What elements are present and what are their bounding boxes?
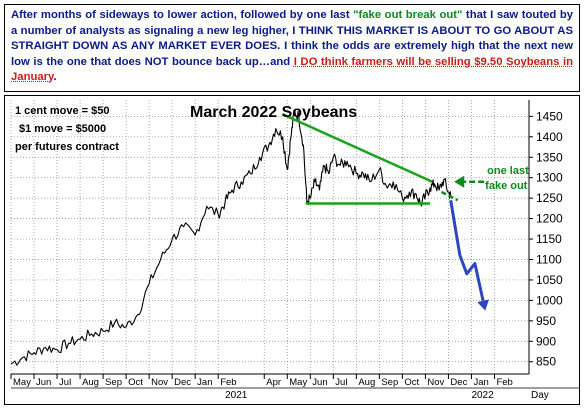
month-tick-label: Oct bbox=[128, 377, 143, 388]
y-tick-label: 950 bbox=[536, 314, 556, 328]
chart-title: March 2022 Soybeans bbox=[190, 104, 357, 121]
month-tick-label: Aug bbox=[358, 377, 375, 388]
projection-arrow-path bbox=[449, 199, 485, 302]
month-tick-label: Jan bbox=[197, 377, 212, 388]
y-tick-label: 1150 bbox=[536, 232, 562, 246]
month-tick-label: Nov bbox=[151, 377, 168, 388]
month-tick-label: Aug bbox=[82, 377, 99, 388]
headline-period: . bbox=[53, 71, 57, 84]
projection-arrow-head bbox=[477, 299, 489, 311]
month-tick-label: Jun bbox=[312, 377, 327, 388]
y-tick-label: 1350 bbox=[536, 150, 563, 164]
month-tick-label: Nov bbox=[427, 377, 444, 388]
headline-fake-out-phrase: "fake out break out" bbox=[353, 9, 463, 21]
fake-out-break-mark bbox=[440, 190, 459, 202]
price-series-line bbox=[10, 110, 452, 366]
month-tick-label: Jun bbox=[36, 377, 51, 388]
note-cent-move: 1 cent move = $50 bbox=[15, 105, 109, 117]
chart-panel: one last fake out March 2022 Soybeans 1 c… bbox=[4, 95, 580, 405]
month-tick-label: Dec bbox=[174, 377, 191, 388]
y-tick-label: 1450 bbox=[536, 109, 563, 123]
month-tick-label: May bbox=[13, 377, 31, 388]
y-tick-label: 1400 bbox=[536, 130, 563, 144]
headline-text-1: After months of sideways to lower action… bbox=[11, 9, 354, 21]
y-tick-label: 1050 bbox=[536, 273, 563, 287]
month-tick-label: Jul bbox=[59, 377, 71, 388]
month-tick-label: Apr bbox=[266, 377, 281, 388]
month-tick-label: Sep bbox=[381, 377, 398, 388]
month-tick-label: Feb bbox=[220, 377, 236, 388]
y-tick-label: 900 bbox=[536, 334, 556, 348]
headline-box: After months of sideways to lower action… bbox=[4, 4, 580, 92]
month-tick-label: Oct bbox=[404, 377, 419, 388]
fake-out-annotation-line2: fake out bbox=[485, 180, 528, 192]
x-axis-day-label: Day bbox=[531, 390, 549, 401]
y-tick-label: 1250 bbox=[536, 191, 563, 205]
month-tick-label: Sep bbox=[105, 377, 122, 388]
month-tick-label: Feb bbox=[496, 377, 512, 388]
year-label: 2022 bbox=[471, 390, 494, 401]
fake-out-arrow-head bbox=[454, 175, 465, 188]
year-label: 2021 bbox=[225, 390, 248, 401]
headline-farmers-statement: I DO think farmers will be selling $9.50… bbox=[11, 55, 573, 84]
headline-text-2: that I saw touted by a number of analyst… bbox=[11, 9, 573, 68]
month-tick-label: Jan bbox=[473, 377, 488, 388]
month-tick-label: Dec bbox=[450, 377, 467, 388]
y-tick-label: 1200 bbox=[536, 212, 563, 226]
y-tick-label: 850 bbox=[536, 355, 556, 369]
note-per-contract: per futures contract bbox=[15, 141, 119, 153]
y-tick-label: 1100 bbox=[536, 252, 562, 266]
descending-trendline bbox=[282, 113, 433, 183]
price-chart: one last fake out March 2022 Soybeans 1 c… bbox=[10, 100, 579, 401]
month-tick-label: Jul bbox=[335, 377, 347, 388]
month-tick-label: May bbox=[289, 377, 307, 388]
y-tick-label: 1300 bbox=[536, 171, 563, 185]
y-tick-label: 1000 bbox=[536, 293, 563, 307]
fake-out-annotation-line1: one last bbox=[487, 165, 529, 177]
note-dollar-move: $1 move = $5000 bbox=[19, 123, 106, 135]
